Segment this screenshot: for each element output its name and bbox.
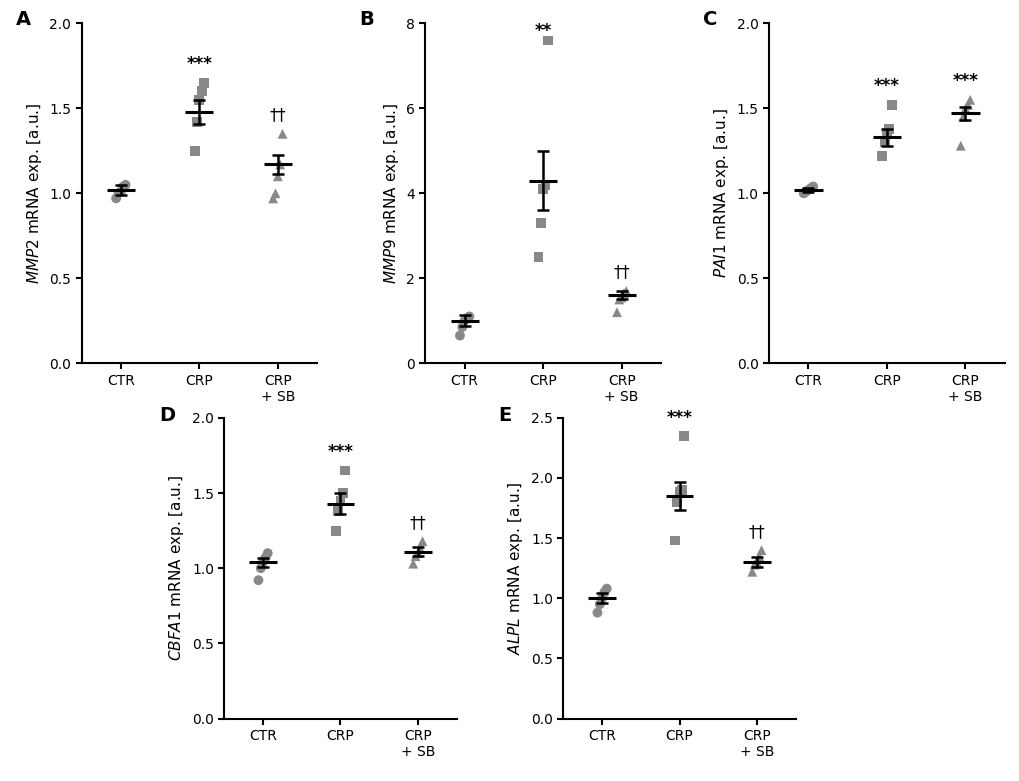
Point (265, 192, 281, 205)
Point (330, 505, 346, 517)
Point (530, 251, 546, 263)
Point (591, 598, 607, 611)
Text: A: A (15, 10, 31, 29)
Point (882, 98, 899, 111)
Point (593, 592, 609, 604)
Point (412, 542, 428, 555)
Point (532, 217, 548, 230)
Point (457, 315, 473, 327)
Point (112, 185, 128, 198)
Text: ***: *** (665, 409, 692, 427)
Point (610, 293, 627, 305)
Point (954, 111, 970, 123)
Point (117, 179, 133, 191)
Point (453, 321, 470, 333)
Text: ***: *** (873, 77, 899, 95)
Point (535, 183, 551, 195)
Point (795, 187, 811, 200)
Y-axis label: $\it{MMP2}$ mRNA exp. [a.u.]: $\it{MMP2}$ mRNA exp. [a.u.] (24, 102, 44, 284)
Point (539, 34, 555, 47)
Point (196, 77, 212, 89)
Point (880, 123, 897, 135)
Point (194, 85, 210, 98)
Point (673, 483, 689, 496)
Point (797, 185, 813, 198)
Point (255, 556, 271, 569)
Text: ***: *** (952, 72, 977, 90)
Point (461, 310, 477, 323)
Point (250, 574, 266, 587)
Point (407, 550, 423, 562)
Text: ††: †† (409, 514, 426, 532)
Y-axis label: $\it{ALPL}$ mRNA exp. [a.u.]: $\it{ALPL}$ mRNA exp. [a.u.] (506, 481, 525, 655)
Point (875, 136, 892, 148)
Y-axis label: $\it{MMP9}$ mRNA exp. [a.u.]: $\it{MMP9}$ mRNA exp. [a.u.] (381, 102, 400, 284)
Point (537, 179, 553, 191)
Point (666, 534, 683, 547)
Text: E: E (498, 406, 512, 425)
Point (744, 565, 760, 578)
Text: **: ** (534, 22, 551, 40)
Text: B: B (359, 10, 374, 29)
Point (274, 127, 290, 140)
Point (405, 558, 421, 570)
Text: ***: *** (186, 55, 212, 73)
Point (746, 558, 762, 571)
Point (269, 170, 285, 183)
Point (804, 180, 820, 193)
Point (608, 306, 625, 319)
Point (598, 583, 614, 595)
Text: ††: †† (748, 523, 764, 541)
Text: C: C (702, 10, 717, 29)
Point (878, 127, 895, 140)
Point (753, 544, 769, 556)
Point (959, 98, 975, 111)
Point (596, 586, 612, 598)
Point (332, 494, 348, 507)
Point (802, 182, 818, 194)
Point (191, 94, 207, 106)
Point (800, 184, 816, 196)
Point (961, 94, 977, 106)
Point (110, 187, 126, 200)
Text: ***: *** (327, 444, 354, 462)
Point (748, 556, 764, 569)
Point (267, 187, 283, 200)
Point (451, 330, 468, 342)
Point (615, 287, 632, 299)
Point (957, 102, 973, 115)
Y-axis label: $\it{CBFA1}$ mRNA exp. [a.u.]: $\it{CBFA1}$ mRNA exp. [a.u.] (167, 475, 186, 662)
Y-axis label: $\it{PAI1}$ mRNA exp. [a.u.]: $\it{PAI1}$ mRNA exp. [a.u.] (711, 109, 731, 278)
Point (186, 144, 203, 157)
Point (750, 550, 766, 562)
Point (272, 159, 288, 171)
Point (115, 180, 131, 193)
Point (589, 606, 605, 619)
Point (108, 192, 124, 205)
Point (668, 496, 685, 508)
Text: ††: †† (612, 262, 630, 281)
Point (327, 524, 343, 537)
Point (676, 430, 692, 442)
Point (259, 547, 275, 559)
Point (253, 562, 269, 575)
Point (618, 285, 634, 298)
Point (671, 486, 687, 498)
Text: ††: †† (269, 105, 286, 123)
Point (336, 464, 353, 476)
Point (952, 140, 968, 152)
Text: D: D (159, 406, 175, 425)
Point (334, 487, 351, 499)
Point (414, 535, 430, 547)
Point (410, 547, 426, 559)
Point (873, 150, 890, 162)
Point (612, 291, 629, 304)
Point (459, 312, 475, 325)
Point (189, 116, 205, 128)
Point (257, 551, 273, 564)
